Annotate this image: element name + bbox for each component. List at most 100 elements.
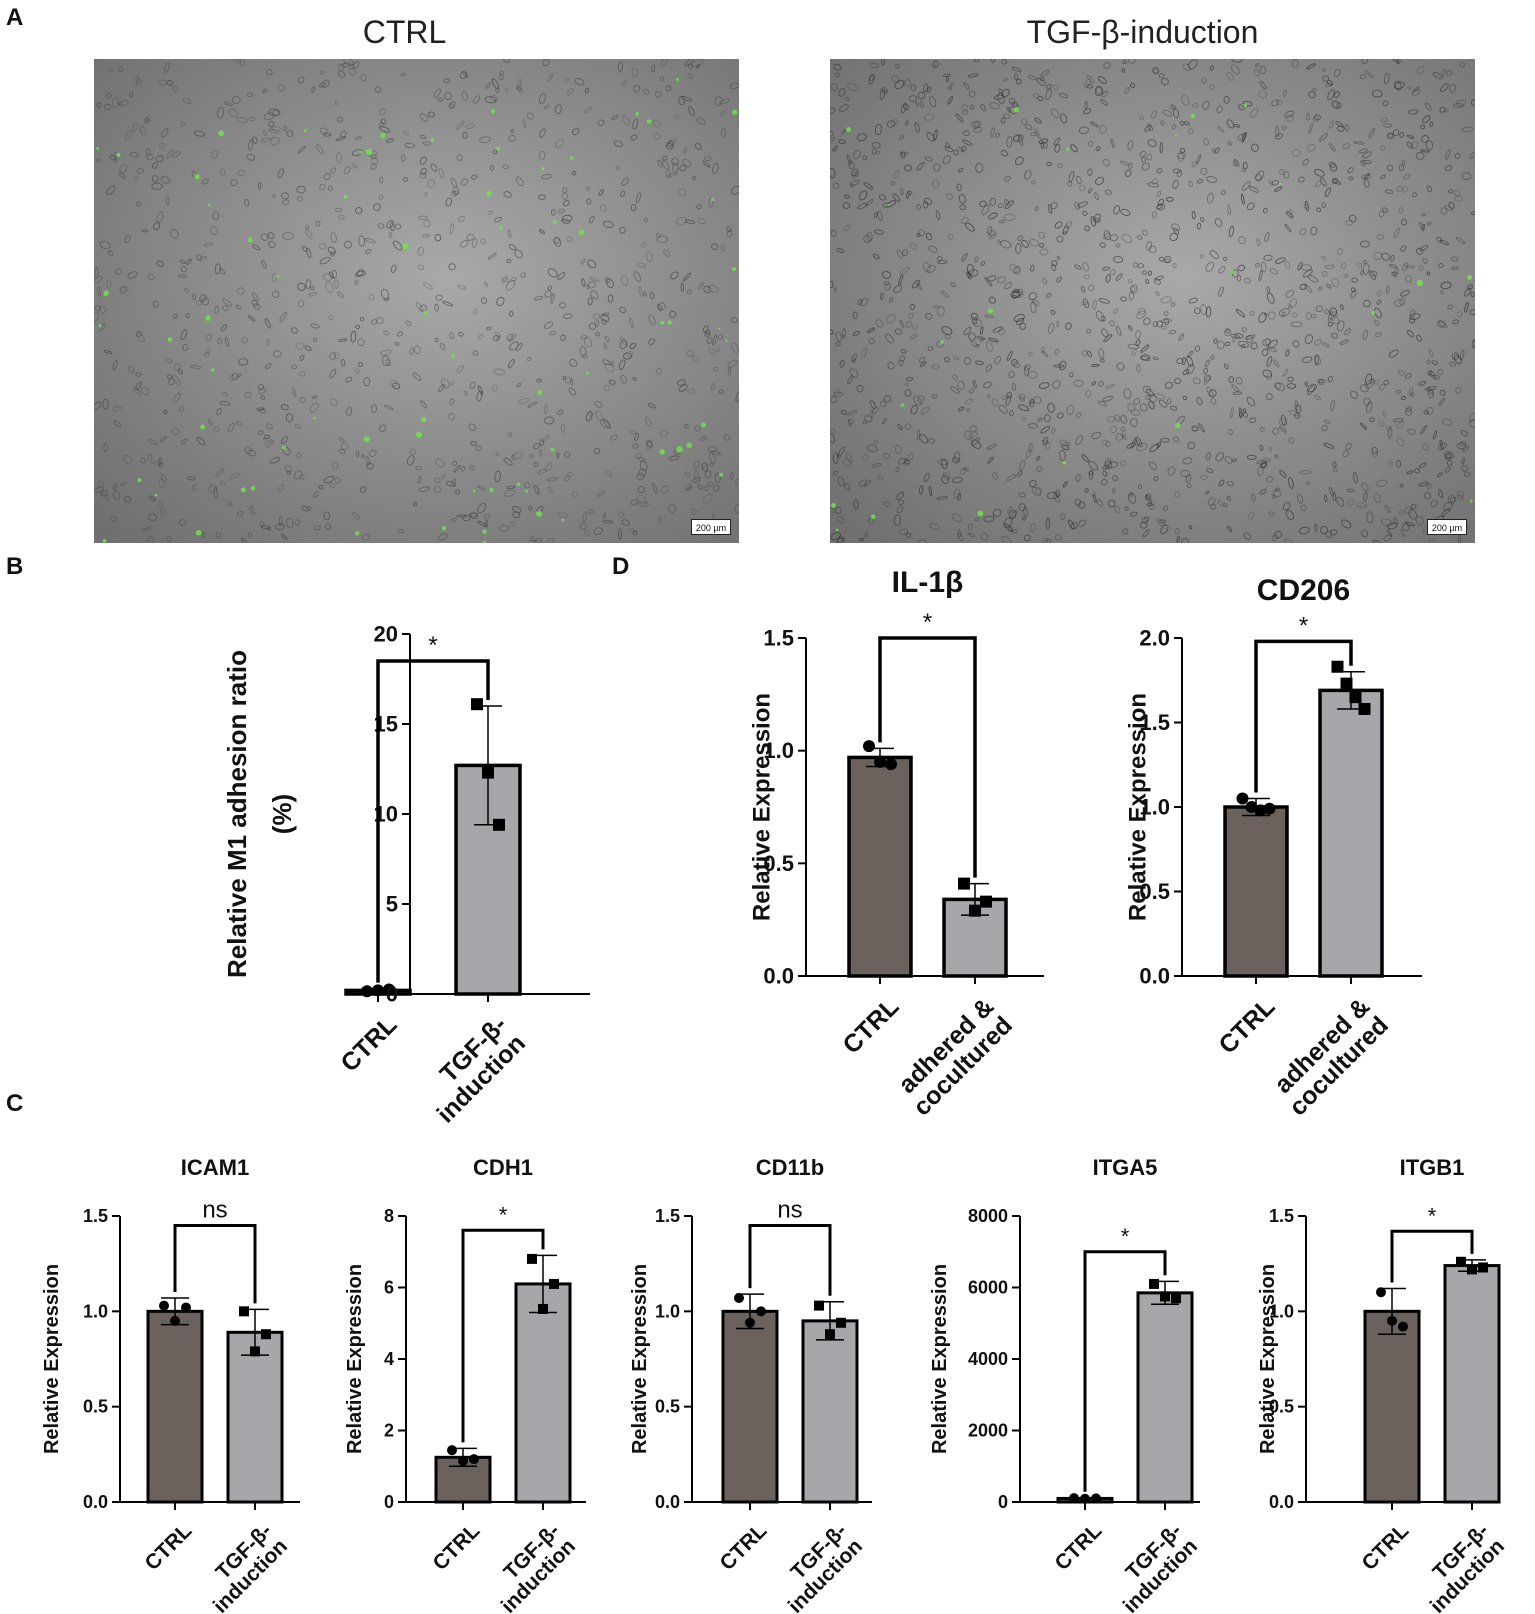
- cell: [103, 349, 113, 355]
- cell: [1429, 370, 1433, 375]
- cell: [1391, 271, 1398, 276]
- cell: [1436, 236, 1443, 243]
- cell: [606, 278, 614, 289]
- cell: [1092, 494, 1097, 504]
- cell: [1257, 465, 1264, 477]
- cell: [485, 326, 492, 331]
- green-cell: [578, 229, 585, 236]
- cell: [902, 249, 908, 257]
- cell: [844, 194, 851, 199]
- cell: [400, 154, 406, 162]
- cell: [1268, 511, 1275, 516]
- cell: [1406, 470, 1414, 475]
- cell: [1023, 534, 1031, 542]
- cell: [1202, 100, 1210, 110]
- green-cell: [900, 403, 905, 407]
- cell: [714, 472, 721, 484]
- y-tick-label: 1.5: [655, 1206, 680, 1226]
- cell: [876, 150, 880, 155]
- cell: [1237, 340, 1250, 348]
- cell: [1101, 90, 1109, 98]
- cell: [1016, 288, 1024, 296]
- cell: [1415, 151, 1425, 160]
- cell: [1342, 450, 1350, 458]
- cell: [158, 500, 164, 508]
- cell: [1065, 441, 1071, 447]
- cell: [1351, 277, 1358, 283]
- cell: [914, 122, 920, 133]
- cell: [646, 251, 653, 263]
- significance-label: *: [923, 609, 932, 636]
- green-cell: [725, 339, 728, 342]
- cell: [1147, 139, 1157, 147]
- cell: [219, 267, 226, 275]
- chart-title: IL-1β: [892, 566, 964, 599]
- cell: [916, 233, 921, 238]
- cell: [354, 280, 359, 285]
- cell: [947, 95, 954, 105]
- cell: [1137, 263, 1145, 269]
- cell: [112, 406, 122, 412]
- cell: [1100, 479, 1108, 486]
- cell: [1160, 296, 1172, 304]
- cell: [1156, 190, 1162, 198]
- cell: [216, 107, 225, 119]
- cell: [1441, 68, 1446, 77]
- cell: [1357, 262, 1363, 268]
- cell: [264, 434, 270, 439]
- cell: [1153, 393, 1166, 400]
- y-tick-label: 1.5: [1269, 1206, 1294, 1226]
- cell: [684, 59, 694, 67]
- cell: [1123, 388, 1132, 400]
- cell: [172, 375, 181, 386]
- cell: [1368, 127, 1376, 139]
- cell: [557, 512, 569, 518]
- cell: [137, 167, 144, 175]
- cell: [1208, 389, 1217, 398]
- cell: [1205, 452, 1211, 461]
- cell: [580, 334, 588, 340]
- cell: [1331, 315, 1340, 325]
- cell: [1449, 361, 1457, 367]
- cell: [1345, 219, 1353, 226]
- cell: [294, 519, 301, 526]
- cell: [1467, 284, 1474, 290]
- cell: [1336, 320, 1345, 332]
- cell: [1050, 427, 1056, 434]
- cell: [1399, 132, 1405, 138]
- cell: [1426, 359, 1431, 364]
- cell: [1158, 399, 1168, 408]
- cell: [380, 349, 392, 356]
- cell: [1249, 108, 1259, 118]
- cell: [1188, 59, 1198, 70]
- cell: [1362, 329, 1369, 340]
- cell: [834, 506, 842, 514]
- cell: [1066, 404, 1075, 416]
- cell: [1054, 348, 1060, 355]
- green-cell: [207, 203, 211, 207]
- cell: [471, 175, 477, 180]
- cell: [1183, 121, 1190, 126]
- cell: [271, 273, 278, 283]
- green-cell: [1013, 107, 1019, 113]
- cell: [1373, 307, 1382, 319]
- cell: [881, 417, 888, 425]
- cell: [1438, 263, 1444, 268]
- cell: [246, 92, 254, 97]
- cell: [479, 136, 491, 144]
- cell: [684, 471, 691, 478]
- green-cell: [732, 109, 738, 115]
- data-point: [1358, 702, 1371, 715]
- cell: [1176, 152, 1187, 159]
- cell: [466, 233, 475, 241]
- bar: [801, 1319, 859, 1504]
- cell: [1193, 307, 1201, 315]
- cell: [1160, 120, 1165, 126]
- cell: [1127, 140, 1134, 151]
- cell: [156, 260, 164, 267]
- cell: [1420, 149, 1430, 153]
- data-point: [1387, 1315, 1397, 1326]
- significance-bracket: [1083, 1250, 1167, 1492]
- cell: [518, 398, 530, 405]
- y-tick-label: 2000: [968, 1421, 1008, 1441]
